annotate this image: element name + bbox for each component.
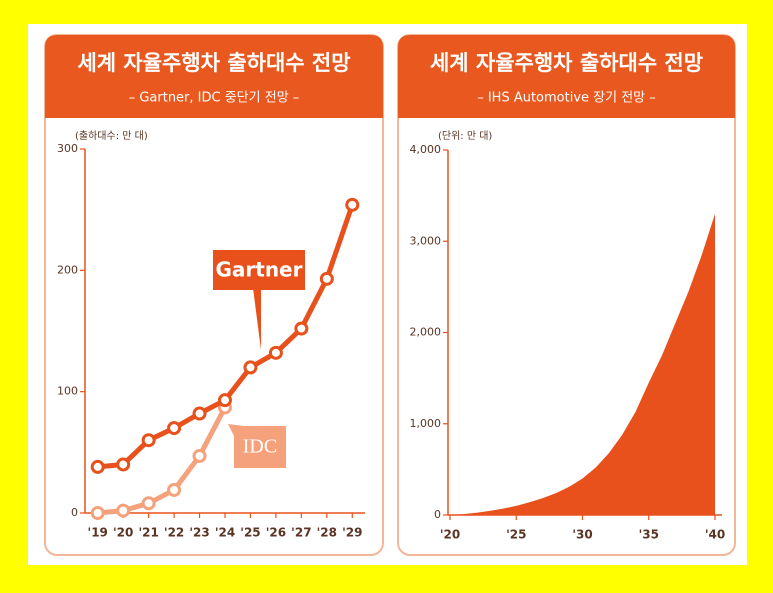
y-tick-label: 100 — [57, 385, 78, 398]
data-point — [116, 457, 131, 472]
panel-header — [398, 35, 735, 118]
y-tick-label: 0 — [434, 508, 441, 521]
chart-subtitle: – IHS Automotive 장기 전망 – — [477, 91, 656, 106]
x-tick-label: '30 — [572, 528, 592, 542]
callout-pointer — [253, 288, 261, 350]
x-tick-label: '25 — [240, 526, 260, 540]
data-point — [167, 482, 182, 497]
data-point — [345, 197, 360, 212]
data-point — [319, 271, 334, 286]
x-tick-label: '20 — [113, 526, 133, 540]
x-tick-label: '24 — [215, 526, 235, 540]
data-point — [192, 448, 207, 463]
data-point — [90, 459, 105, 474]
data-point — [116, 503, 131, 518]
legend-label: Gartner — [215, 258, 302, 282]
callout-box — [213, 250, 305, 290]
x-tick-label: '27 — [291, 526, 311, 540]
x-tick-label: '28 — [317, 526, 337, 540]
legend-label: IDC — [243, 436, 277, 458]
x-tick-label: '20 — [440, 528, 460, 542]
data-point — [141, 496, 156, 511]
panel-header — [45, 35, 383, 118]
x-tick-label: '25 — [506, 528, 526, 542]
y-tick-label: 2,000 — [410, 326, 442, 339]
chart-title: 세계 자율주행차 출하대수 전망 — [77, 51, 350, 75]
callout-box — [234, 426, 286, 468]
x-tick-label: '19 — [88, 526, 108, 540]
y-tick-label: 3,000 — [410, 234, 442, 247]
area — [450, 213, 715, 515]
y-axis-label: (단위: 만 대) — [438, 129, 492, 142]
chart-subtitle: – Gartner, IDC 중단기 전망 – — [129, 91, 300, 106]
y-tick-label: 200 — [57, 263, 78, 276]
data-point — [218, 393, 232, 408]
x-tick-label: '29 — [342, 526, 362, 540]
x-tick-label: '21 — [138, 526, 158, 540]
data-point — [243, 360, 258, 375]
x-tick-label: '26 — [266, 526, 286, 540]
y-tick-label: 0 — [71, 506, 78, 519]
x-tick-label: '40 — [705, 528, 725, 542]
y-tick-label: 300 — [57, 142, 78, 155]
y-axis-label: (출하대수: 만 대) — [75, 129, 148, 142]
x-tick-label: '23 — [189, 526, 209, 540]
data-point — [192, 406, 207, 421]
data-point — [141, 433, 156, 448]
x-tick-label: '35 — [639, 528, 659, 542]
data-point — [294, 321, 309, 336]
data-point — [167, 421, 182, 436]
y-tick-label: 1,000 — [410, 417, 442, 430]
y-tick-label: 4,000 — [410, 143, 442, 156]
chart-title: 세계 자율주행차 출하대수 전망 — [430, 51, 703, 75]
data-point — [268, 345, 283, 360]
x-tick-label: '22 — [164, 526, 184, 540]
data-point — [90, 506, 105, 520]
